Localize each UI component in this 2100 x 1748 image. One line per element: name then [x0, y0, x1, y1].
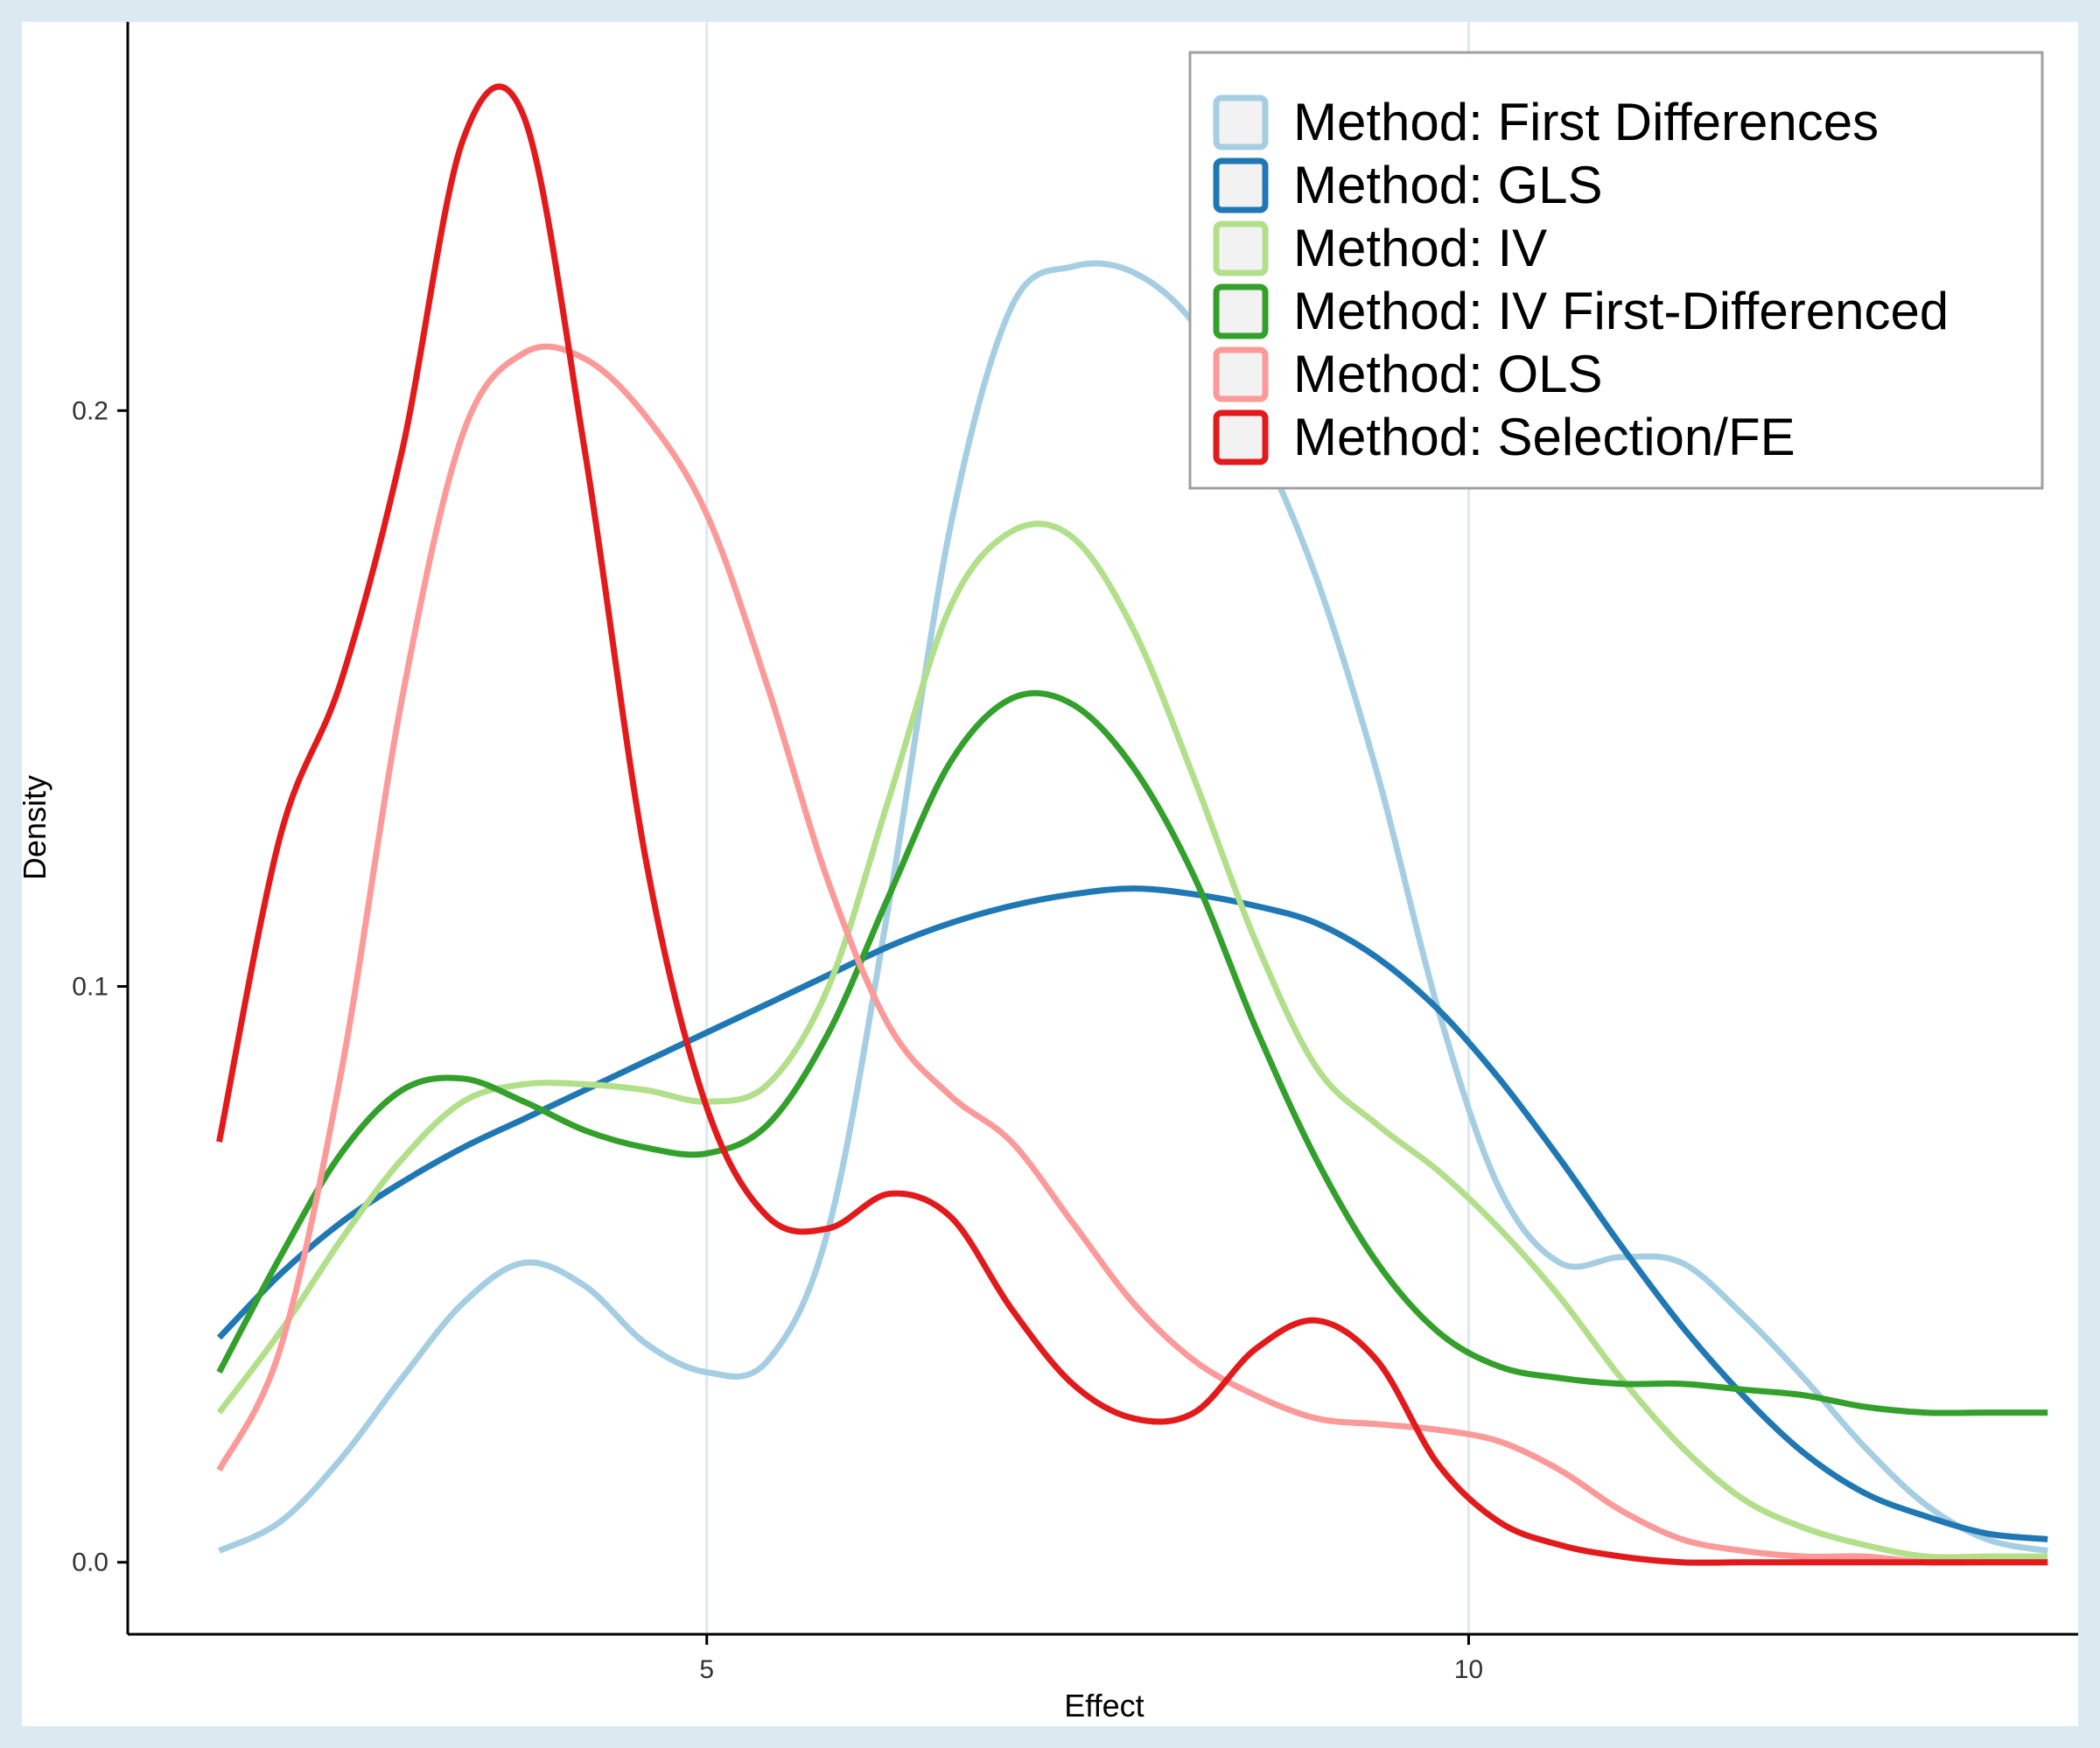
- series-line-4: [216, 689, 2048, 1416]
- legend-label-6: Method: Selection/FE: [1293, 408, 1796, 466]
- y-tick-label: 0.1: [72, 973, 108, 1002]
- legend-label-2: Method: GLS: [1293, 156, 1603, 214]
- y-tick-label: 0.0: [72, 1549, 108, 1577]
- legend-key-3: [1213, 220, 1269, 276]
- legend-label-4: Method: IV First-Differenced: [1293, 282, 1949, 340]
- legend-key-4: [1213, 283, 1269, 339]
- density-curves: [216, 83, 2048, 1566]
- legend-label-3: Method: IV: [1293, 219, 1547, 277]
- legend-key-5: [1213, 346, 1269, 402]
- y-tick-label: 0.2: [72, 396, 108, 425]
- legend-label-1: Method: First Differences: [1293, 93, 1879, 151]
- series-line-1: [218, 260, 2048, 1555]
- series-line-5: [216, 343, 2048, 1566]
- legend-key-1: [1213, 94, 1269, 150]
- legend-key-2: [1213, 157, 1269, 213]
- axes: [126, 22, 2078, 1636]
- y-axis-label: Density: [17, 775, 52, 880]
- axis-ticks: 5 10 0.0 0.1 0.2: [72, 396, 1483, 1684]
- x-axis-label: Effect: [1064, 1688, 1144, 1724]
- legend-box: [1188, 51, 2044, 490]
- series-line-3: [216, 521, 2048, 1561]
- legend-key-6: [1213, 409, 1269, 465]
- x-tick-label: 10: [1454, 1655, 1483, 1684]
- series-line-2: [216, 885, 2048, 1542]
- series-line-6: [216, 83, 2048, 1566]
- legend-label-5: Method: OLS: [1293, 345, 1603, 403]
- x-tick-label: 5: [699, 1655, 714, 1684]
